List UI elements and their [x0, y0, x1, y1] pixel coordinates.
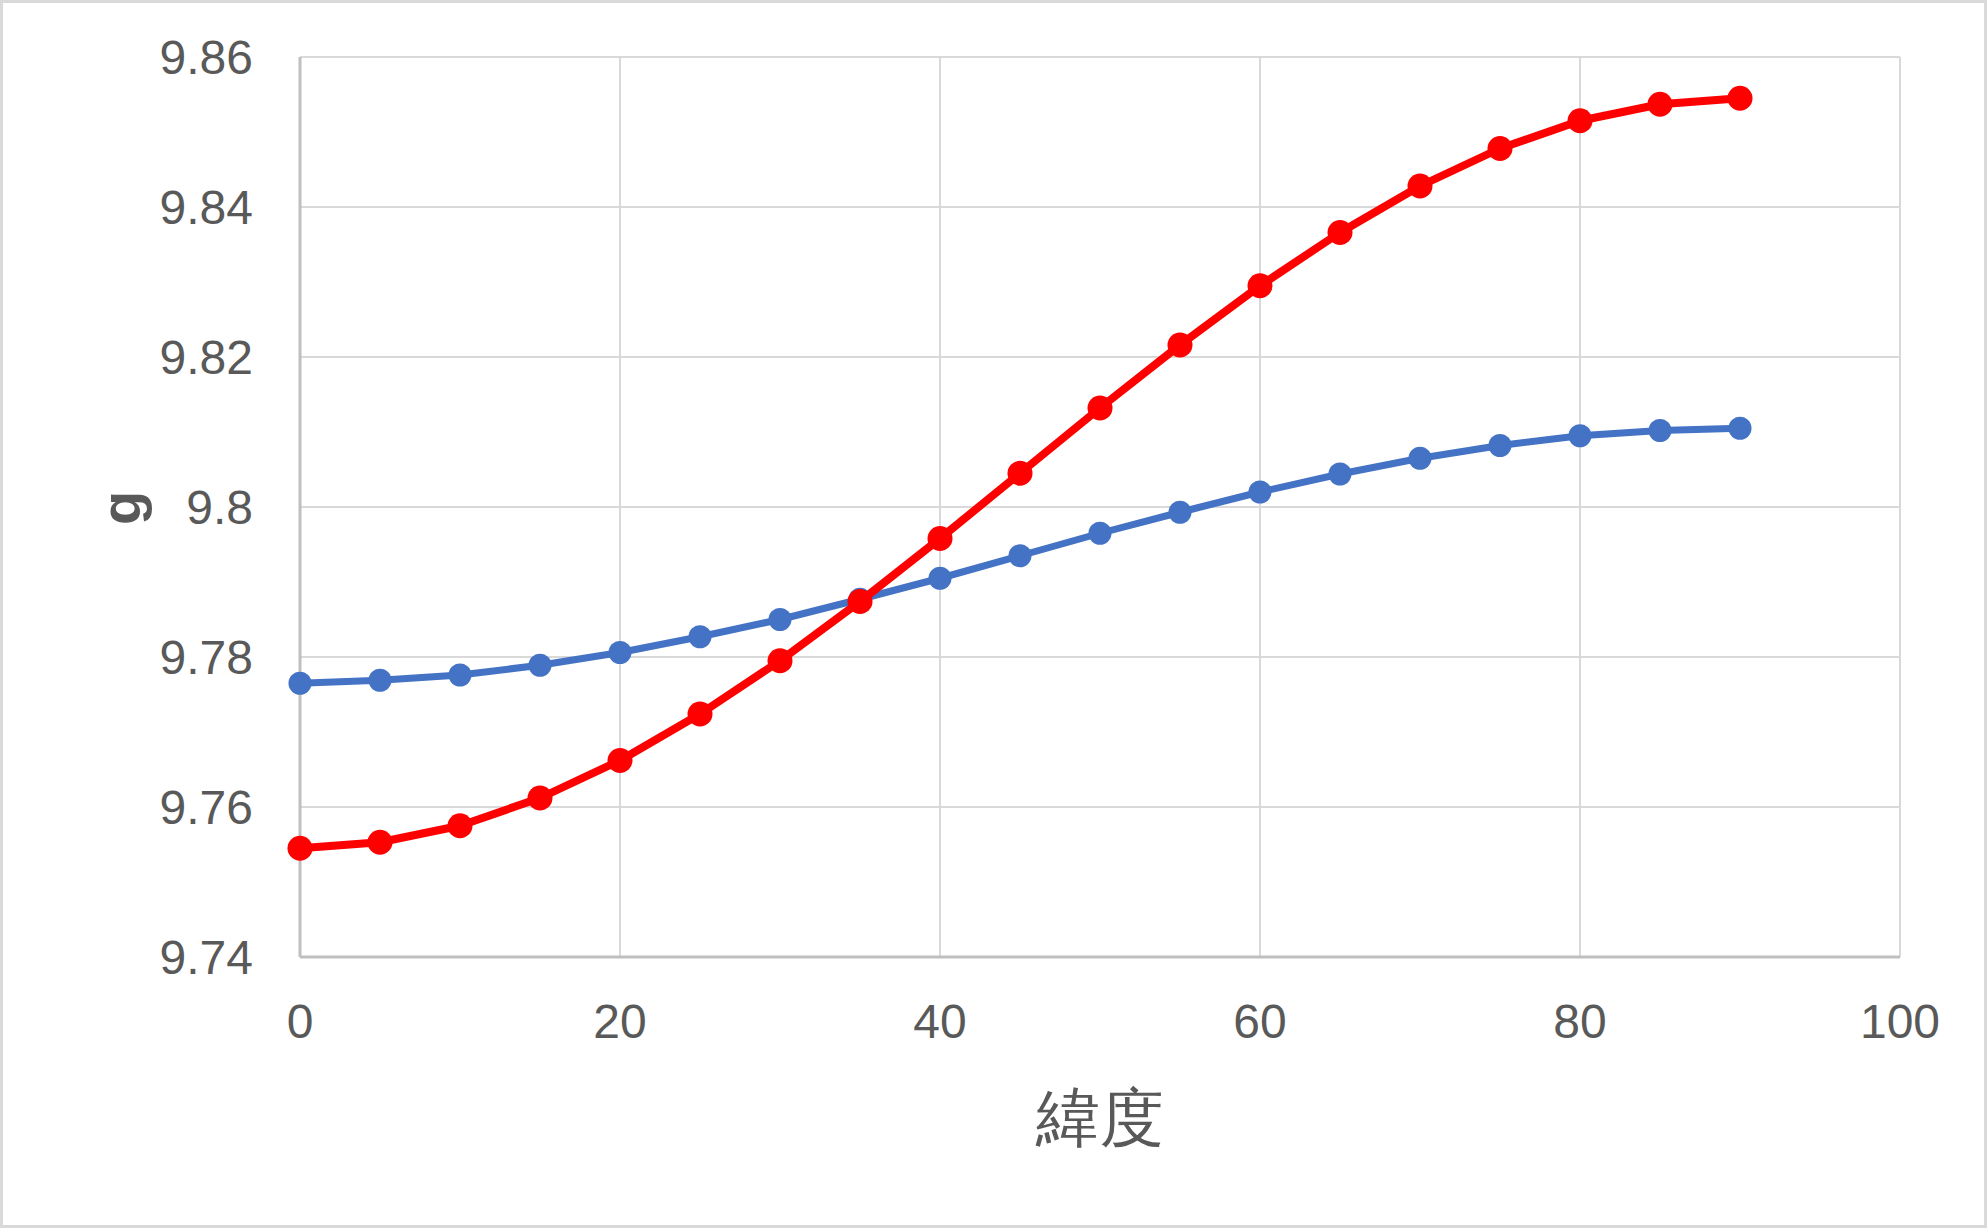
- blue-series-marker: [1169, 501, 1192, 524]
- blue-series-marker: [1409, 447, 1432, 470]
- y-axis-title: g: [89, 491, 152, 525]
- blue-series-marker: [1009, 544, 1032, 567]
- blue-series-marker: [1089, 522, 1112, 545]
- blue-series-marker: [1489, 434, 1512, 457]
- y-tick-label: 9.78: [160, 631, 253, 684]
- blue-series-marker: [1649, 419, 1672, 442]
- x-tick-label: 80: [1553, 995, 1606, 1048]
- blue-series-marker: [529, 654, 552, 677]
- red-series-marker: [688, 702, 713, 727]
- red-series-marker: [528, 786, 553, 811]
- gridlines: [300, 57, 1900, 957]
- x-tick-label: 60: [1233, 995, 1286, 1048]
- red-series-marker: [1088, 396, 1113, 421]
- chart-plot-svg: 9.749.769.789.89.829.849.86020406080100 …: [3, 3, 1987, 1228]
- y-tick-label: 9.82: [160, 331, 253, 384]
- red-series-marker: [1648, 92, 1673, 117]
- y-tick-label: 9.74: [160, 931, 253, 984]
- y-tick-label: 9.76: [160, 781, 253, 834]
- blue-series-marker: [289, 672, 312, 695]
- x-tick-label: 40: [913, 995, 966, 1048]
- blue-series-marker: [1249, 481, 1272, 504]
- red-series-marker: [1568, 108, 1593, 133]
- blue-series-marker: [1329, 463, 1352, 486]
- red-series-marker: [768, 648, 793, 673]
- blue-series-marker: [369, 669, 392, 692]
- red-series-marker: [448, 813, 473, 838]
- gravity-vs-latitude-chart: 9.749.769.789.89.829.849.86020406080100 …: [0, 0, 1987, 1228]
- red-series-marker: [1248, 273, 1273, 298]
- red-series-marker: [1488, 136, 1513, 161]
- blue-series-marker: [449, 664, 472, 687]
- blue-series-marker: [769, 608, 792, 631]
- red-series-marker: [1008, 461, 1033, 486]
- x-tick-label: 20: [593, 995, 646, 1048]
- blue-series: [289, 417, 1752, 695]
- x-axis-title: 緯度: [1035, 1082, 1164, 1154]
- red-series-marker: [848, 589, 873, 614]
- red-series-marker: [368, 830, 393, 855]
- blue-series-marker: [609, 641, 632, 664]
- x-tick-label: 100: [1860, 995, 1940, 1048]
- red-series: [288, 86, 1753, 861]
- red-series-marker: [928, 526, 953, 551]
- series-layer: [288, 86, 1753, 861]
- y-tick-label: 9.84: [160, 181, 253, 234]
- blue-series-marker: [929, 567, 952, 590]
- red-series-marker: [1328, 220, 1353, 245]
- red-series-marker: [608, 748, 633, 773]
- red-series-marker: [1408, 174, 1433, 199]
- y-tick-label: 9.86: [160, 31, 253, 84]
- blue-series-marker: [1729, 417, 1752, 440]
- red-series-marker: [1168, 333, 1193, 358]
- y-tick-label: 9.8: [186, 481, 253, 534]
- red-series-marker: [288, 836, 313, 861]
- x-tick-label: 0: [287, 995, 314, 1048]
- red-series-marker: [1728, 86, 1753, 111]
- blue-series-marker: [689, 625, 712, 648]
- tick-labels: 9.74 9.76 9.78 9.8 9.82 9.84 9.86 0 20 40 60 80 100: [160, 31, 1940, 1048]
- blue-series-marker: [1569, 424, 1592, 447]
